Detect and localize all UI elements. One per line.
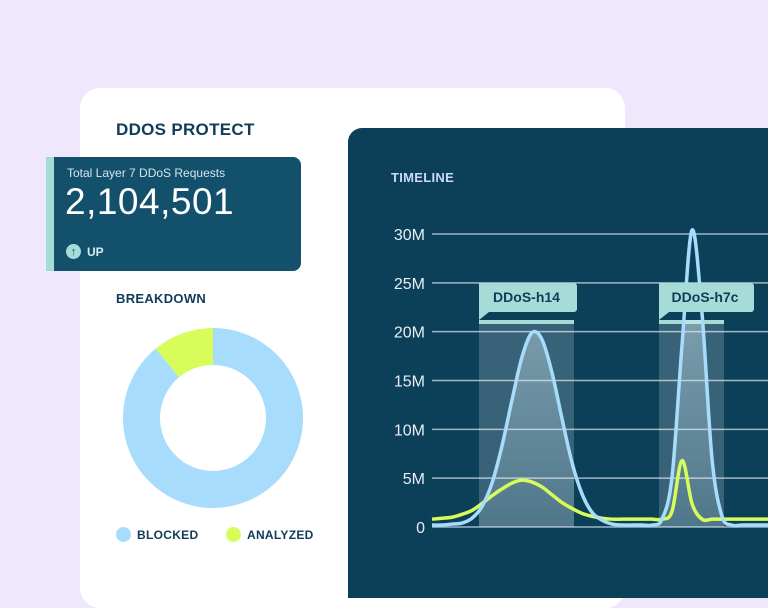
card-accent (46, 157, 54, 271)
legend-label: BLOCKED (137, 527, 199, 542)
y-tick-label: 30M (394, 227, 425, 244)
breakdown-title: BREAKDOWN (116, 291, 207, 306)
attack-label-callout[interactable] (659, 283, 754, 320)
legend-label: ANALYZED (247, 527, 314, 542)
y-tick-label: 0 (416, 520, 425, 537)
analyzed-swatch (226, 527, 241, 542)
donut-segment-analyzed[interactable] (155, 328, 213, 378)
blocked-area-fill (479, 320, 724, 527)
y-tick-label: 10M (394, 422, 425, 439)
breakdown-donut-chart (123, 328, 303, 508)
stat-value: 2,104,501 (65, 181, 235, 222)
page-title: DDOS PROTECT (116, 120, 255, 139)
timeline-chart: 0 5M 10M 15M 20M 25M 30M DDoS-h14 DDoS-h7c (394, 227, 768, 537)
timeline-title: TIMELINE (391, 170, 455, 185)
blocked-swatch (116, 527, 131, 542)
y-tick-label: 5M (403, 471, 425, 488)
donut-segment-blocked[interactable] (123, 328, 303, 508)
arrow-up-circle-icon: ↑ (66, 244, 81, 259)
y-tick-label: 15M (394, 374, 425, 391)
attack-label-callout[interactable] (479, 283, 577, 320)
y-tick-label: 20M (394, 325, 425, 342)
legend-blocked: BLOCKED (116, 527, 198, 542)
total-requests-card[interactable]: Total Layer 7 DDoS Requests 2,104,501 ↑ … (46, 157, 301, 271)
attack-label: DDoS-h7c (672, 289, 739, 305)
band-top-bar (479, 320, 574, 324)
trend-indicator: ↑ UP (66, 244, 104, 259)
stat-label: Total Layer 7 DDoS Requests (67, 166, 226, 180)
y-tick-label: 25M (394, 276, 425, 293)
series-line-blocked[interactable] (431, 228, 768, 528)
legend-analyzed: ANALYZED (226, 527, 314, 542)
attack-label: DDoS-h14 (493, 289, 560, 305)
trend-label: UP (87, 244, 104, 259)
